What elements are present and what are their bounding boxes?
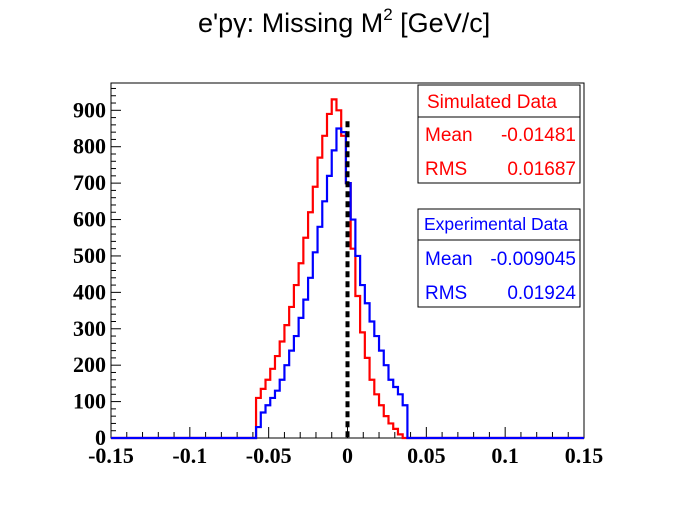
chart-title-unit: [GeV/c]: [393, 8, 491, 38]
stats-simulated-mean-label: Mean: [425, 125, 473, 146]
series-layer: [111, 98, 584, 440]
stats-simulated-name: Simulated Data: [427, 92, 557, 113]
chart-title-superscript: 2: [383, 5, 392, 24]
histogram-series-simulated: [111, 98, 584, 440]
stats-experimental-name: Experimental Data: [424, 214, 568, 234]
x-tick-label: 0.1: [491, 443, 519, 468]
stats-simulated-mean-value: -0.01481: [501, 125, 576, 146]
stats-experimental-mean-label: Mean: [425, 249, 473, 270]
y-tick-label: 100: [73, 389, 106, 414]
stats-box-experimental: Experimental Data Mean -0.009045 RMS 0.0…: [417, 208, 581, 308]
x-tick-label: 0: [342, 443, 353, 468]
chart-title-main: e'pγ: Missing M: [198, 8, 383, 38]
stats-box-simulated: Simulated Data Mean -0.01481 RMS 0.01687: [417, 84, 581, 184]
x-tick-label: -0.1: [172, 443, 207, 468]
y-tick-label: 400: [73, 279, 106, 304]
y-tick-label: 600: [73, 207, 106, 232]
stats-experimental-rms-value: 0.01924: [507, 283, 576, 304]
y-tick-label: 900: [73, 97, 106, 122]
y-tick-label: 700: [73, 170, 106, 195]
stats-simulated-rms-label: RMS: [425, 159, 467, 180]
x-tick-label: -0.05: [246, 443, 292, 468]
y-tick-label: 0: [95, 425, 106, 450]
y-tick-label: 300: [73, 316, 106, 341]
stats-box-simulated-frame: [417, 84, 581, 184]
y-tick-label: 500: [73, 243, 106, 268]
x-tick-label: 0.15: [565, 443, 604, 468]
stats-box-experimental-frame: [417, 208, 581, 308]
chart-title: e'pγ: Missing M2 [GeV/c]: [198, 5, 490, 38]
x-axis: -0.15 -0.1 -0.05 0 0.05 0.1 0.15: [88, 427, 603, 468]
stats-experimental-rms-label: RMS: [425, 283, 467, 304]
histogram-series-experimental: [111, 127, 584, 440]
x-tick-label: -0.15: [88, 443, 134, 468]
stats-experimental-mean-value: -0.009045: [490, 249, 576, 270]
y-axis: 0 100 200 300 400 500 600 700 800 900: [73, 87, 121, 450]
x-tick-label: 0.05: [407, 443, 446, 468]
y-tick-label: 200: [73, 352, 106, 377]
stats-simulated-rms-value: 0.01687: [507, 159, 576, 180]
y-tick-label: 800: [73, 134, 106, 159]
